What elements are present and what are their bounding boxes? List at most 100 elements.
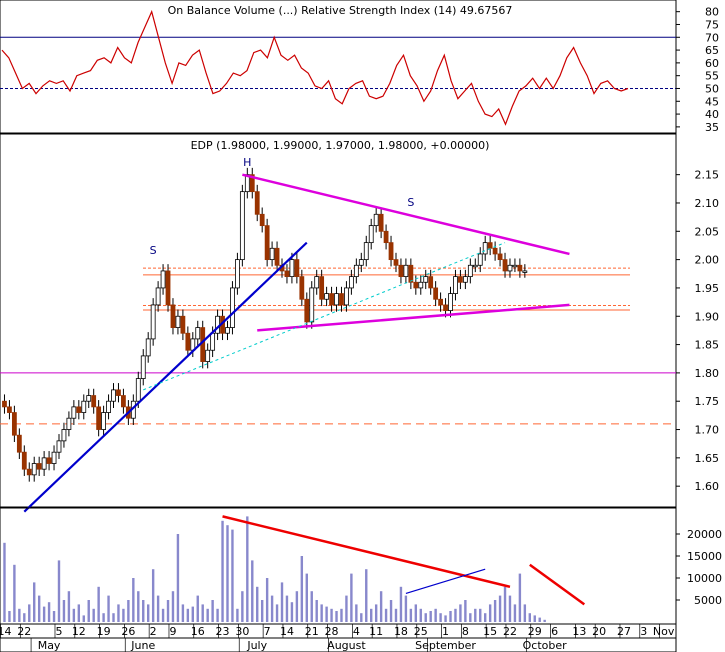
price-candle (21, 451, 27, 470)
volume-bar (379, 591, 383, 622)
rsi-reference-lines (0, 36, 676, 89)
x-date-label: 21 (305, 625, 319, 638)
price-candle (329, 293, 334, 306)
x-month-label: October (523, 639, 567, 652)
price-candle (91, 395, 97, 408)
volume-bar (374, 604, 378, 622)
volume-tick-label: 15000 (687, 550, 722, 563)
price-candle (423, 276, 429, 283)
volume-bar (161, 608, 165, 622)
price-tick-label: 1.80 (695, 367, 720, 380)
x-date-label: 27 (617, 625, 631, 638)
rsi-tick-label: 50 (705, 82, 719, 95)
price-candle (299, 276, 305, 300)
volume-bar (508, 595, 512, 622)
volume-bar (18, 608, 21, 622)
price-annotation: S (150, 244, 157, 257)
x-date-label: 5 (55, 625, 62, 638)
price-candle (453, 276, 458, 295)
price-candle (378, 213, 384, 232)
price-tick-label: 1.95 (695, 282, 720, 295)
price-candle (373, 213, 379, 227)
x-date-label: 13 (572, 625, 586, 638)
price-candle (304, 298, 310, 323)
volume-bar (503, 586, 507, 622)
price-candle (61, 429, 67, 442)
price-candle (175, 315, 181, 328)
volume-bar (186, 608, 190, 622)
volume-bar (171, 591, 175, 622)
price-candle (101, 412, 106, 430)
rsi-title: On Balance Volume (...) Relative Strengt… (168, 4, 513, 17)
volume-bar (270, 595, 274, 622)
price-annotation: S (407, 196, 414, 209)
x-month-label: September (415, 639, 476, 652)
price-candle (368, 225, 374, 244)
volume-bar (325, 606, 328, 622)
price-candle (418, 281, 424, 289)
x-date-label: 12 (72, 625, 86, 638)
volume-bar (513, 604, 517, 622)
volume-bar (72, 608, 76, 622)
price-candle (140, 355, 146, 379)
volume-bar (335, 611, 338, 622)
x-date-labels: 14 22 5 12 19 26 2 9 16 23 30 7 14 21 28 4 11 18 25 1 8 15 22 2… (0, 624, 675, 638)
price-candle (249, 174, 255, 193)
x-date-label: 22 (17, 625, 31, 638)
price-candle (225, 327, 230, 334)
volume-bar (493, 600, 497, 622)
price-candle (239, 191, 245, 261)
price-axis-ticks: 2.15 2.10 2.05 2.00 1.95 1.90 1.85 1.80 1.75 1.70… (676, 169, 720, 493)
price-candle (482, 242, 488, 255)
price-candle (135, 378, 141, 402)
volume-bar (8, 611, 11, 622)
x-date-label: 25 (414, 625, 428, 638)
price-candle (353, 264, 359, 278)
volume-bar (370, 608, 373, 622)
volume-bar (246, 516, 249, 622)
volume-bar (151, 569, 155, 622)
volume-bar (33, 582, 36, 622)
x-month-label: July (246, 639, 267, 652)
price-candle (428, 276, 434, 289)
price-candle (51, 451, 57, 464)
x-date-label: 15 (483, 625, 497, 638)
price-candle (274, 247, 280, 266)
volume-trend-line (222, 515, 511, 589)
price-candle (16, 434, 22, 453)
rsi-tick-label: 65 (705, 44, 719, 57)
volume-bar (350, 573, 353, 622)
x-date-label: 7 (264, 625, 271, 638)
price-candle (121, 395, 126, 408)
volume-bar (62, 600, 66, 622)
volume-bar (523, 604, 527, 622)
volume-bar (419, 608, 422, 622)
volume-trend-line (529, 563, 586, 606)
volume-bar (37, 595, 41, 622)
x-month-labels: May June July August September October (30, 638, 567, 652)
price-annotation: H (243, 156, 251, 169)
price-candle (264, 225, 270, 261)
rsi-tick-label: 35 (705, 121, 719, 134)
price-candle (96, 406, 102, 430)
price-tick-label: 2.10 (695, 197, 720, 210)
price-candle (165, 270, 171, 306)
x-date-label: 20 (592, 625, 606, 638)
volume-trend-lines (222, 515, 586, 606)
x-date-label: 18 (394, 625, 408, 638)
volume-bar (67, 591, 71, 622)
price-candle (2, 400, 7, 408)
volume-bar (474, 608, 477, 622)
x-date-label: 30 (235, 625, 249, 638)
price-candle (408, 264, 414, 283)
volume-bar (464, 600, 467, 622)
volume-bar (146, 604, 150, 622)
volume-bar (479, 608, 482, 622)
volume-bar (290, 602, 294, 622)
volume-bar (280, 582, 284, 622)
price-candle (348, 276, 354, 289)
volume-bar (102, 613, 105, 622)
price-candle (116, 389, 121, 396)
volume-bar (434, 608, 437, 622)
